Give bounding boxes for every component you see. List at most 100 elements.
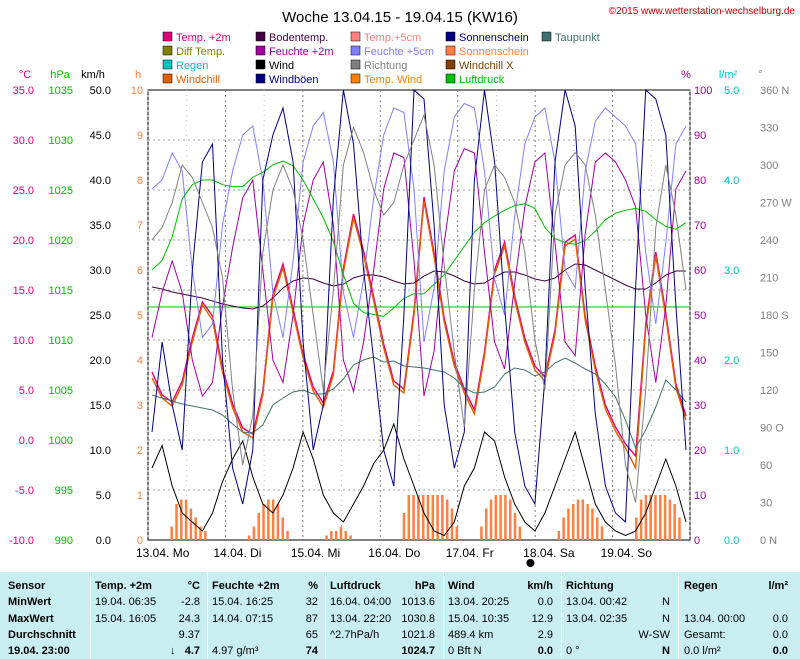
pressure-tick-label: 1020 (49, 235, 73, 247)
chart-title: Woche 13.04.15 - 19.04.15 (KW16) (282, 9, 518, 26)
legend-swatch (350, 31, 361, 42)
direction-axis-unit: ° (758, 69, 762, 81)
stats-cell: 15.04. 16:25 (212, 596, 274, 608)
sunshine-bar (668, 499, 672, 540)
temp-tick-label: 20.0 (13, 235, 34, 247)
legend-swatch (255, 31, 266, 42)
stats-cell: 0.0 (537, 645, 553, 657)
wind-tick-label: 15.0 (90, 400, 111, 412)
temp-tick-label: 25.0 (13, 185, 34, 197)
sunshine-bar (508, 499, 512, 540)
stats-cell: 9.37 (178, 629, 200, 641)
sunshine-bar (247, 535, 251, 540)
sunshine-bar (595, 517, 599, 540)
sunshine-bar (576, 499, 580, 540)
legend-label: Bodentemp. (269, 32, 328, 44)
sun-tick-label: 8 (137, 175, 143, 187)
stats-cell: N (662, 645, 670, 657)
series-line (151, 88, 687, 524)
sunshine-bar (445, 499, 449, 540)
pressure-tick-label: 1035 (49, 85, 73, 97)
wind-tick-label: 35.0 (90, 220, 111, 232)
legend-swatch (541, 31, 552, 42)
sunshine-bar (257, 513, 260, 540)
sunshine-bar (644, 495, 648, 540)
plot-area (148, 88, 690, 567)
sunshine-bar (180, 499, 183, 540)
legend-label: Taupunkt (555, 32, 600, 44)
legend: Temp. +2m Diff Temp. Regen Windchill Bodente… (162, 31, 600, 86)
sun-tick-label: 9 (137, 130, 143, 142)
stats-cell: 2.9 (537, 629, 553, 641)
sunshine-bar (349, 535, 352, 540)
stats-cell: 12.9 (531, 613, 553, 625)
wind-tick-label: 50.0 (90, 85, 111, 97)
legend-swatch (445, 31, 456, 42)
sun-tick-label: 3 (137, 400, 143, 412)
stats-cell: 24.3 (178, 613, 200, 625)
sunshine-bar (184, 499, 188, 540)
column-separator (207, 572, 208, 659)
direction-tick-label: 90 O (760, 423, 784, 435)
stats-cell: 0 Bft N (448, 645, 482, 657)
stats-cell: 4.97 g/m³ (212, 645, 259, 657)
stats-cell: 13.04. 00:00 (684, 613, 746, 625)
pressure-tick-label: 1000 (49, 435, 73, 447)
sunshine-bar (199, 526, 202, 540)
sun-tick-label: 0 (137, 535, 143, 547)
stats-cell: 0.0 (772, 629, 788, 641)
stats-cell: Gesamt: (684, 629, 726, 641)
legend-swatch (255, 59, 266, 70)
temp-tick-label: 10.0 (13, 335, 34, 347)
stats-cell: 19.04. 06:35 (95, 596, 157, 608)
legend-swatch (255, 45, 266, 56)
sun-tick-label: 2 (137, 445, 143, 457)
legend-swatch (162, 31, 173, 42)
sunshine-bar (281, 517, 284, 540)
stats-cell: 0.0 l/m² (684, 645, 721, 657)
x-tick-label: 14.04. Di (213, 546, 261, 560)
column-separator (443, 572, 444, 659)
stats-cell: 13.04. 02:35 (566, 613, 628, 625)
sunshine-bar (499, 495, 502, 540)
x-tick-label: 16.04. Do (368, 546, 420, 560)
sunshine-bar (600, 526, 604, 540)
sunshine-bar (557, 531, 561, 540)
temp-tick-label: 0.0 (19, 435, 34, 447)
rain-axis-unit: l/m² (719, 69, 738, 81)
sunshine-bar (571, 504, 575, 540)
wind-tick-label: 20.0 (90, 355, 111, 367)
sunshine-bar (649, 495, 652, 540)
stats-row-label: MaxWert (8, 613, 54, 625)
rain-tick-label: 5.0 (724, 85, 739, 97)
stats-header: Luftdruck (330, 580, 381, 592)
sunshine-bar (334, 531, 338, 540)
rain-tick-label: 3.0 (724, 265, 739, 277)
sun-tick-label: 6 (137, 265, 143, 277)
legend-swatch (255, 73, 266, 84)
humidity-tick-label: 100 (694, 85, 712, 97)
series-line (151, 102, 687, 343)
sunshine-bar (567, 508, 570, 540)
pressure-tick-label: 1010 (49, 335, 73, 347)
sunshine-bar (271, 499, 275, 540)
temp-tick-label: -5.0 (15, 485, 34, 497)
stats-cell: N (662, 596, 670, 608)
rain-tick-label: 0.0 (724, 535, 739, 547)
series-line (151, 422, 687, 537)
x-tick-label: 19.04. So (601, 546, 653, 560)
sunshine-bar (513, 513, 517, 540)
sunshine-bar (450, 508, 454, 540)
sunshine-bar (494, 495, 498, 540)
direction-tick-label: 0 N (760, 535, 777, 547)
stats-cell: -2.8 (181, 596, 200, 608)
sunshine-bar (673, 504, 676, 540)
stats-cell: 32 (305, 596, 318, 608)
direction-tick-label: 180 S (760, 310, 789, 322)
direction-tick-label: 240 (760, 235, 778, 247)
legend-label: Temp.+5cm (364, 32, 421, 44)
sunshine-bar (426, 495, 430, 540)
pressure-tick-label: 1015 (49, 285, 73, 297)
stats-cell: 489.4 km (448, 629, 494, 641)
series-line (151, 147, 687, 398)
